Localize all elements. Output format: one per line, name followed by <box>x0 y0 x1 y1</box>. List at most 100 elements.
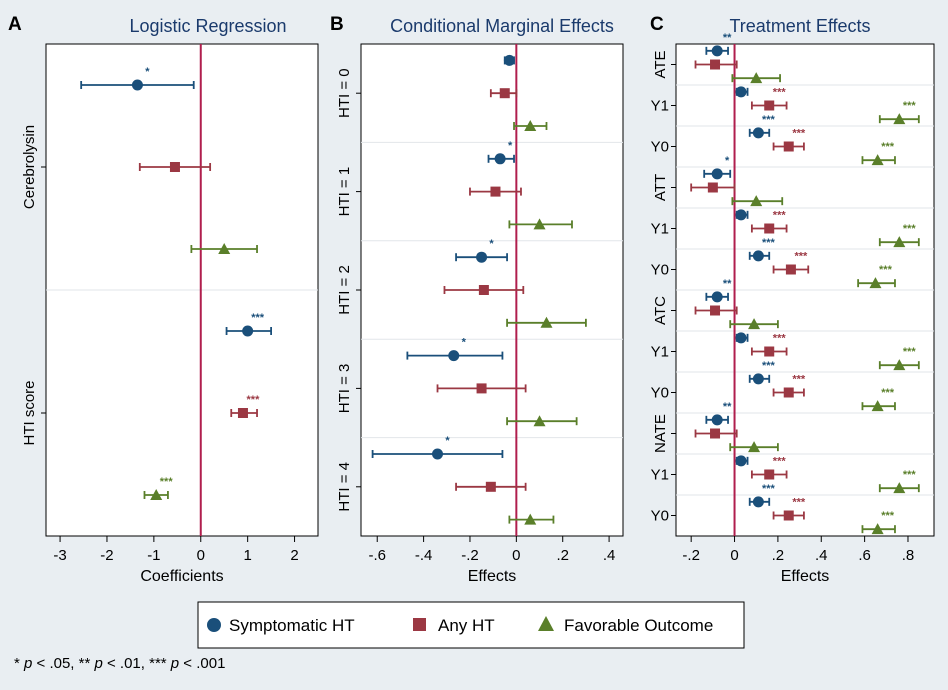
panel-c-significance-stars: *** <box>794 251 808 263</box>
panel-a: A Logistic Regression -3 -2 -1 0 1 2 Coefficient… <box>8 14 319 585</box>
panel-b-point-favorable <box>524 120 537 131</box>
panel-b-point-symptomatic <box>494 153 506 165</box>
panel-b-y-group-label: HTI = 0 <box>336 68 353 118</box>
panel-c-significance-stars: *** <box>773 333 787 345</box>
panel-a-significance-stars: *** <box>160 476 174 488</box>
panel-c-point-any-ht <box>707 182 718 193</box>
panel-c-significance-stars: *** <box>881 141 895 153</box>
panel-b: B Conditional Marginal Effects -.6 -.4 -.2 0.… <box>330 14 624 585</box>
legend-label-any-ht: Any HT <box>438 616 495 635</box>
legend-box <box>197 601 745 649</box>
panel-a-x-tick-label: -1 <box>147 547 160 564</box>
panel-c-y-group-label: ATC <box>652 296 669 325</box>
panel-c-point-symptomatic <box>711 168 723 180</box>
panel-b-point-any-ht <box>478 285 489 295</box>
panel-b-point-any-ht <box>490 186 501 197</box>
panel-b-y-group-label: HTI = 4 <box>336 462 353 512</box>
panel-c-significance-stars: *** <box>879 264 893 276</box>
panel-c-point-any-ht <box>764 469 775 480</box>
panel-c-point-any-ht <box>783 141 794 152</box>
panel-c-x-tick-label: .4 <box>815 547 828 564</box>
panel-c-significance-stars: *** <box>903 346 917 358</box>
panel-b-y-group-label: HTI = 1 <box>336 167 353 217</box>
panel-c-y-group-label: ATT <box>652 174 669 201</box>
panel-c-x-tick-label: .8 <box>902 547 915 564</box>
panel-b-point-any-ht <box>476 383 487 394</box>
legend-label-favorable: Favorable Outcome <box>564 616 713 635</box>
panel-b-x-tick-label: .4 <box>603 547 616 564</box>
panel-c-point-symptomatic <box>752 250 764 262</box>
panel-c-significance-stars: *** <box>762 360 776 372</box>
panel-b-significance-stars: * <box>462 337 467 349</box>
panel-a-significance-stars: *** <box>251 312 265 324</box>
panel-c-significance-stars: *** <box>792 128 806 140</box>
panel-a-x-tick-label: 1 <box>243 547 251 564</box>
panel-a-significance-stars: * <box>145 66 150 78</box>
panel-c-point-favorable <box>748 441 761 453</box>
panel-b-point-symptomatic <box>432 448 444 460</box>
panel-c-x-tick-label: 0 <box>730 547 738 564</box>
panel-c-point-favorable <box>893 236 906 248</box>
panel-c-point-favorable <box>869 277 882 289</box>
panel-c-point-favorable <box>893 359 906 371</box>
panel-a-point-favorable <box>150 489 163 500</box>
panel-c-point-favorable <box>748 318 761 330</box>
panel-c-point-symptomatic <box>711 291 723 303</box>
panel-c-point-symptomatic <box>752 127 764 139</box>
panel-c-x-tick-label: .6 <box>858 547 871 564</box>
panel-b-point-favorable <box>540 316 553 328</box>
panel-a-point-symptomatic <box>242 325 254 337</box>
panel-c-y-group-label: NATE <box>652 414 669 453</box>
panel-b-x-tick-label: -.6 <box>368 547 386 564</box>
panel-c-point-symptomatic <box>735 209 747 221</box>
panel-b-point-symptomatic <box>448 350 460 362</box>
panel-c-point-favorable <box>893 113 906 125</box>
significance-footnote: * p < .05, ** p < .01, *** p < .001 <box>14 655 225 672</box>
panel-c-significance-stars: *** <box>773 210 787 222</box>
panel-c-title: Treatment Effects <box>729 16 870 36</box>
panel-c-point-favorable <box>871 400 884 412</box>
legend-label-symptomatic: Symptomatic HT <box>229 616 355 635</box>
panel-c-y-sub-label: Y0 <box>651 508 669 525</box>
legend-marker-any-ht <box>413 618 426 631</box>
panel-c-x-tick-label: -.2 <box>682 547 700 564</box>
panel-c-point-symptomatic <box>735 455 747 467</box>
panel-c-significance-stars: ** <box>723 32 732 44</box>
panel-c-significance-stars: *** <box>903 100 917 112</box>
panel-b-point-any-ht <box>485 481 496 492</box>
panel-c-point-favorable <box>893 482 906 494</box>
panel-c-y-group-label: ATE <box>652 50 669 78</box>
panel-c-point-any-ht <box>783 387 794 398</box>
panel-c-x-tick-label: .2 <box>772 547 785 564</box>
panel-c-point-symptomatic <box>735 86 747 98</box>
panel-b-point-any-ht <box>499 88 510 99</box>
panel-b-x-tick-label: -.4 <box>415 547 433 564</box>
panel-c-point-favorable <box>871 523 884 535</box>
panel-c-significance-stars: *** <box>762 483 776 495</box>
panel-c-significance-stars: *** <box>903 469 917 481</box>
panel-a-x-axis-title: Coefficients <box>140 568 223 585</box>
panel-a-y-group-label: Cerebrolysin <box>21 125 38 209</box>
panel-b-significance-stars: * <box>445 435 450 447</box>
panel-b-point-favorable <box>533 415 546 427</box>
panel-c-point-any-ht <box>710 305 721 316</box>
panel-b-letter: B <box>330 14 344 35</box>
panel-c-point-symptomatic <box>711 414 723 426</box>
panel-b-y-group-label: HTI = 2 <box>336 265 353 315</box>
panel-a-title: Logistic Regression <box>129 16 286 36</box>
panel-a-letter: A <box>8 14 22 35</box>
panel-c-point-symptomatic <box>711 45 723 57</box>
panel-c-significance-stars: *** <box>773 456 787 468</box>
panel-c-point-any-ht <box>710 59 721 70</box>
panel-c-point-any-ht <box>764 346 775 357</box>
panel-a-x-tick-label: -2 <box>100 547 113 564</box>
panel-c-significance-stars: *** <box>792 497 806 509</box>
panel-c-point-symptomatic <box>735 332 747 344</box>
panel-c-point-any-ht <box>764 223 775 234</box>
panel-c-significance-stars: *** <box>773 87 787 99</box>
panel-a-significance-stars: *** <box>247 394 261 406</box>
panel-a-x-tick-label: 0 <box>197 547 205 564</box>
panel-b-point-symptomatic <box>476 251 488 263</box>
panel-c-y-sub-label: Y0 <box>651 262 669 279</box>
